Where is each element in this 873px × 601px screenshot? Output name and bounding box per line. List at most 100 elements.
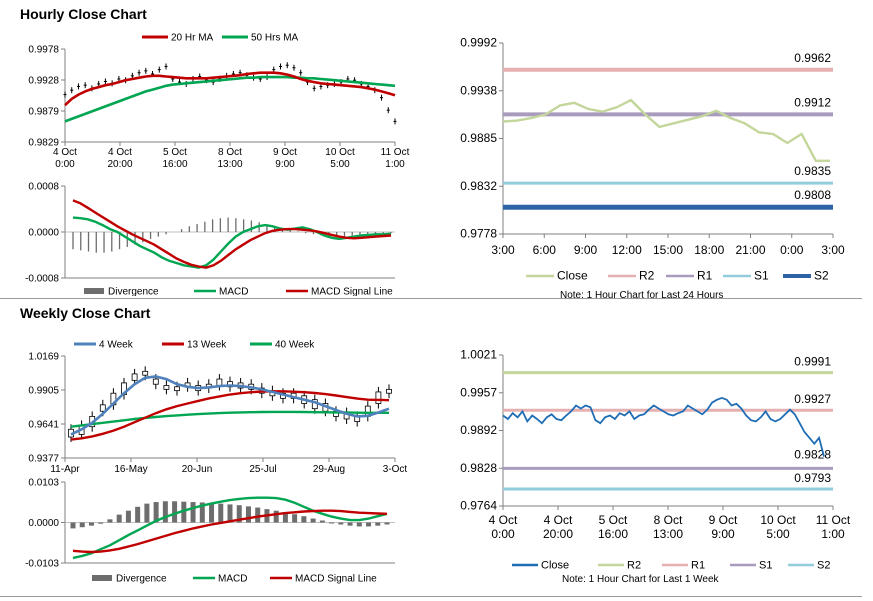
hourly-price-x-tick-label: 1:00 (385, 159, 405, 170)
hourly-pivot-s1-legend-label: S1 (754, 269, 769, 283)
weekly-macd-divergence-bar (135, 506, 141, 523)
hourly-price-x-tick-label: 10 Oct (325, 147, 355, 158)
hourly-pivot-y-tick-label: 0.9885 (460, 131, 497, 145)
weekly-candle-body (386, 388, 392, 394)
section-divider (0, 298, 862, 299)
weekly-macd-divergence-bar (98, 522, 104, 524)
hourly-pivot-note: Note: 1 Hour Chart for Last 24 Hours (560, 290, 723, 301)
weekly-candle-body (174, 386, 180, 392)
weekly-macd-divergence-bar (116, 514, 122, 523)
weekly-macd-divergence-bar (384, 522, 390, 525)
weekly-macd-divergence-bar (88, 522, 94, 526)
weekly-price-ma40-legend-label: 40 Week (275, 340, 315, 351)
weekly-pivot-x-tick-label: 10 Oct (760, 513, 796, 527)
weekly-pivot-close-line (502, 396, 825, 457)
weekly-pivot-r1-label: 0.9927 (794, 392, 831, 406)
weekly-pivot-x-tick-label: 0:00 (491, 527, 515, 541)
weekly-pivot-y-tick-label: 0.9957 (460, 385, 497, 399)
weekly-pivot-x-tick-label: 4 Oct (489, 513, 518, 527)
hourly-macd-divergence-legend-swatch (84, 288, 104, 294)
weekly-ma40-line (70, 410, 389, 428)
hourly-price-x-tick-label: 16:00 (162, 159, 187, 170)
weekly-pivot-r2-legend-label: R2 (627, 560, 641, 572)
hourly-pivot-r2-label: 0.9962 (794, 51, 831, 65)
hourly-price-x-tick-label: 4 Oct (108, 147, 132, 158)
weekly-price-y-tick-label: 0.9377 (28, 454, 59, 465)
hourly-pivot-x-tick-label: 3:00 (821, 243, 845, 257)
bottom-divider (0, 596, 862, 597)
hourly-price-x-tick-label: 20:00 (107, 159, 132, 170)
weekly-macd-divergence-bar (199, 502, 205, 523)
weekly-pivot-s2-label: 0.9793 (794, 471, 831, 485)
weekly-macd-divergence-bar (153, 502, 159, 523)
weekly-macd-divergence-bar (236, 505, 242, 523)
hourly-pivot-x-tick-label: 21:00 (735, 243, 765, 257)
weekly-macd-divergence-bar (218, 503, 224, 523)
hourly-price-x-tick-label: 9:00 (275, 159, 295, 170)
weekly-macd-divergence-bar (144, 503, 150, 523)
weekly-macd-divergence-legend-label: Divergence (116, 574, 167, 585)
weekly-macd-divergence-bar (366, 522, 372, 527)
weekly-macd-divergence-bar (245, 506, 251, 523)
weekly-macd-y-tick-label: 0.0103 (28, 478, 59, 489)
weekly-macd-y-tick-label: -0.0103 (25, 559, 59, 570)
hourly-macd-macd-legend-label: MACD (219, 287, 248, 297)
weekly-price-x-tick-label: 16-May (114, 464, 147, 475)
weekly-macd-divergence-bar (181, 501, 187, 523)
hourly-price-x-tick-label: 13:00 (217, 159, 242, 170)
weekly-ma4-line (70, 375, 390, 436)
hourly-pivot-y-tick-label: 0.9938 (460, 83, 497, 97)
weekly-macd-divergence-bar (282, 512, 288, 523)
hourly-pivot-y-tick-label: 0.9832 (460, 179, 497, 193)
weekly-price-ma4-legend-label: 4 Week (99, 340, 134, 351)
hourly-ma50-line (64, 75, 396, 123)
hourly-pivot-x-tick-label: 3:00 (491, 243, 515, 257)
weekly-macd-divergence-bar (301, 516, 307, 523)
hourly-pivot-x-tick-label: 18:00 (694, 243, 724, 257)
hourly-pivot-x-tick-label: 0:00 (780, 243, 804, 257)
weekly-candle-body (142, 370, 149, 376)
hourly-price-x-tick-label: 0:00 (55, 159, 75, 170)
hourly-pivot-x-tick-label: 15:00 (653, 243, 683, 257)
weekly-pivot-x-tick-label: 9:00 (711, 527, 735, 541)
weekly-pivot-r2-label: 0.9991 (794, 355, 831, 369)
weekly-pivot-x-tick-label: 5 Oct (599, 513, 628, 527)
weekly-price-y-tick-label: 0.9905 (28, 386, 59, 397)
hourly-price-x-tick-label: 5 Oct (163, 147, 187, 158)
hourly-price-x-tick-label: 5:00 (330, 159, 350, 170)
weekly-macd-divergence-bar (162, 501, 168, 523)
weekly-price-ma13-legend-label: 13 Week (187, 340, 227, 351)
weekly-ma13-line (70, 390, 390, 441)
hourly-price-x-tick-label: 8 Oct (218, 147, 242, 158)
weekly-macd-divergence-bar (227, 504, 233, 523)
weekly-macd-divergence-bar (375, 522, 381, 526)
hourly-price-ma50-legend-label: 50 Hrs MA (251, 33, 299, 44)
hourly-price-y-tick-label: 0.9829 (28, 138, 59, 149)
weekly-macd-divergence-bar (329, 522, 335, 524)
weekly-macd-divergence-legend-swatch (92, 575, 112, 581)
hourly-price-y-tick-label: 0.9928 (28, 76, 59, 87)
hourly-macd-signal-line (72, 199, 392, 269)
weekly-macd-divergence-bar (292, 514, 298, 523)
weekly-macd-line (72, 496, 388, 560)
hourly-pivot-close-line (502, 98, 830, 162)
weekly-macd-divergence-bar (347, 522, 353, 526)
hourly-price-x-tick-label: 4 Oct (53, 147, 77, 158)
hourly-pivot-y-tick-label: 0.9778 (460, 227, 497, 241)
weekly-pivot-x-tick-label: 4 Oct (544, 513, 573, 527)
hourly-pivot-close-legend-label: Close (557, 269, 588, 283)
weekly-pivot-x-tick-label: 5:00 (766, 527, 790, 541)
hourly-pivot-s2-legend-label: S2 (814, 269, 829, 283)
weekly-macd-divergence-bar (356, 522, 362, 527)
weekly-price-y-tick-label: 1.0169 (28, 352, 59, 363)
weekly-macd-divergence-bar (70, 522, 76, 529)
weekly-pivot-s2-legend-label: S2 (817, 560, 830, 572)
weekly-price-x-tick-label: 11-Apr (50, 464, 80, 475)
hourly-price-x-tick-label: 11 Oct (381, 147, 410, 158)
weekly-macd-divergence-bar (319, 520, 325, 523)
weekly-pivot-r1-legend-label: R1 (691, 560, 705, 572)
weekly-pivot-y-tick-label: 0.9892 (460, 423, 497, 437)
weekly-pivot-y-tick-label: 0.9828 (460, 461, 497, 475)
